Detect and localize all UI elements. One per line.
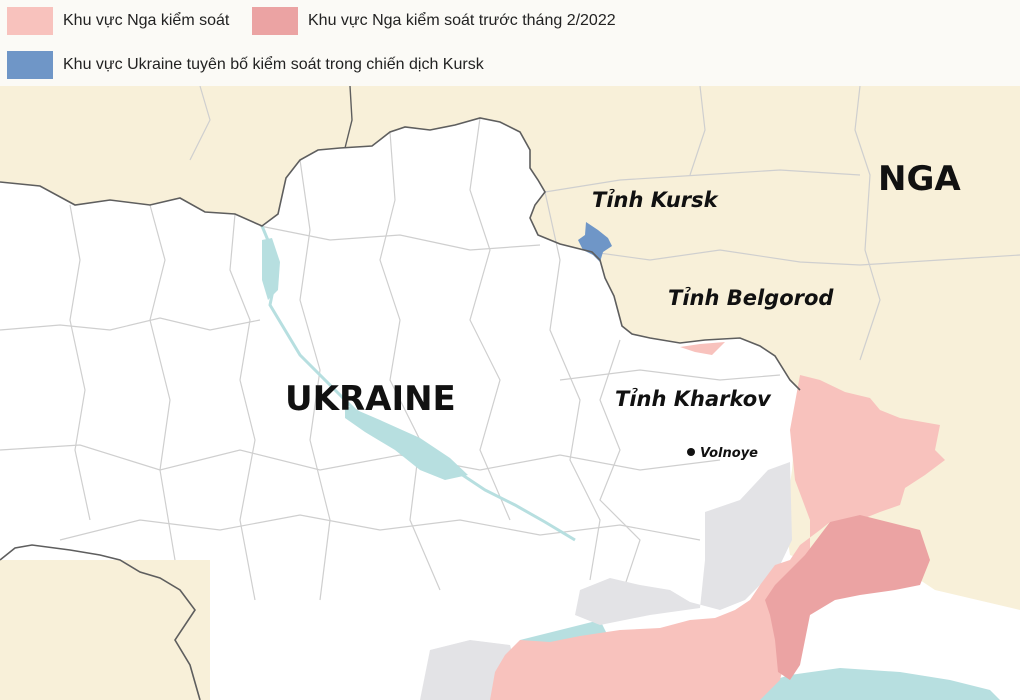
label-russia: NGA	[878, 159, 961, 199]
legend-label: Khu vực Nga kiểm soát trước tháng 2/2022	[308, 12, 616, 29]
moldova-land	[0, 560, 210, 700]
contested-gray-zone	[575, 462, 792, 625]
russia-controlled-area	[490, 375, 945, 700]
legend-swatch	[252, 7, 298, 35]
legend-label: Khu vực Nga kiểm soát	[63, 12, 230, 29]
russia-region-lines	[189, 86, 1020, 361]
belarus-border	[344, 86, 353, 149]
legend-item-russia-controlled: Khu vực Nga kiểm soát	[7, 7, 229, 35]
dnieper-river	[260, 225, 1000, 700]
russia-controlled-kharkiv-sliver	[680, 342, 725, 355]
russia-controlled-before-2022-area	[765, 515, 930, 680]
label-ukraine: UKRAINE	[285, 379, 456, 419]
legend-item-russia-controlled-before-2022: Khu vực Nga kiểm soát trước tháng 2/2022	[252, 7, 616, 35]
label-belgorod: Tỉnh Belgorod	[668, 286, 834, 310]
label-kursk: Tỉnh Kursk	[592, 188, 720, 212]
ukraine-kursk-area	[578, 222, 612, 262]
national-border	[0, 117, 801, 391]
map-canvas: NGA UKRAINE Tỉnh Kursk Tỉnh Belgorod Tỉn…	[0, 86, 1020, 700]
region-lines	[0, 117, 781, 601]
volnoye-dot	[687, 448, 695, 456]
legend: Khu vực Nga kiểm soát Khu vực Nga kiểm s…	[0, 0, 1020, 86]
label-kharkov: Tỉnh Kharkov	[615, 387, 772, 411]
legend-item-ukraine-kursk: Khu vực Ukraine tuyên bố kiểm soát trong…	[7, 51, 484, 79]
legend-swatch	[7, 7, 53, 35]
moldova-border	[0, 544, 201, 700]
legend-label: Khu vực Ukraine tuyên bố kiểm soát trong…	[63, 56, 484, 73]
legend-swatch	[7, 51, 53, 79]
label-volnoye: Volnoye	[700, 446, 758, 461]
